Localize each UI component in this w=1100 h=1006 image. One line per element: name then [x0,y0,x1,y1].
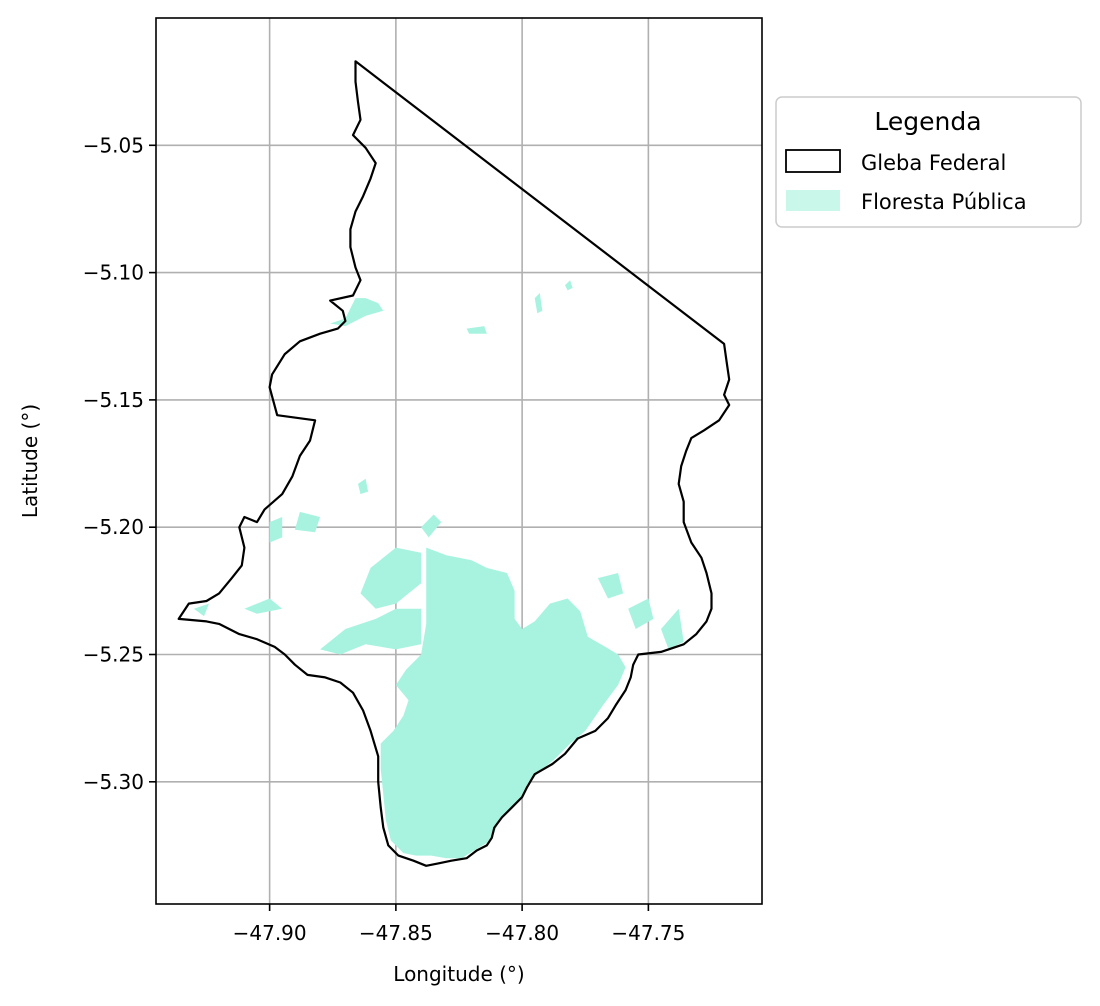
floresta-publica-patch-2 [320,608,422,655]
plot-frame [155,17,763,905]
legend-box [775,96,1082,228]
y-tick-label-0: −5.05 [83,133,144,157]
floresta-publica-patch-6 [294,511,321,533]
floresta-publica-patch-11 [534,293,543,314]
floresta-publica-patch-14 [597,573,624,599]
floresta-publica-patch-1 [330,298,384,327]
x-tick-label-3: −47.75 [611,921,685,945]
floresta-publica-patch-13 [628,598,654,629]
gleba-federal-boundary [177,60,731,867]
legend: Legenda Gleba Federal Floresta Pública [775,96,1082,228]
y-axis-ticks: −5.05 −5.10 −5.15 −5.20 −5.25 −5.30 [83,133,156,794]
y-tick-label-3: −5.20 [83,515,144,539]
floresta-publica-patch-0 [380,547,626,859]
legend-title: Legenda [874,107,981,136]
legend-label-gleba: Gleba Federal [861,151,1006,175]
x-tick-label-2: −47.80 [485,921,559,945]
legend-swatch-gleba [785,149,841,173]
floresta-publica-patch-10 [466,326,487,334]
floresta-publica-layer [193,280,684,859]
y-tick-label-4: −5.25 [83,642,144,666]
floresta-publica-patch-15 [661,608,684,650]
gleba-federal-layer [177,60,731,867]
y-axis-label: Latitude (°) [18,404,42,518]
floresta-publica-patch-5 [269,517,283,543]
y-tick-label-2: −5.15 [83,388,144,412]
y-tick-label-5: −5.30 [83,770,144,794]
legend-swatch-floresta [786,190,840,211]
x-axis-ticks: −47.90 −47.85 −47.80 −47.75 [233,904,685,945]
floresta-publica-patch-9 [358,478,369,495]
floresta-publica-patch-7 [360,547,422,609]
floresta-publica-patch-3 [244,598,283,614]
floresta-publica-patch-8 [421,514,442,538]
y-tick-label-1: −5.10 [83,261,144,285]
x-tick-label-1: −47.85 [359,921,433,945]
floresta-publica-patch-12 [565,280,573,291]
x-axis-label: Longitude (°) [393,962,524,986]
floresta-publica-patch-4 [193,603,209,617]
legend-label-floresta: Floresta Pública [861,190,1027,214]
x-tick-label-0: −47.90 [233,921,307,945]
